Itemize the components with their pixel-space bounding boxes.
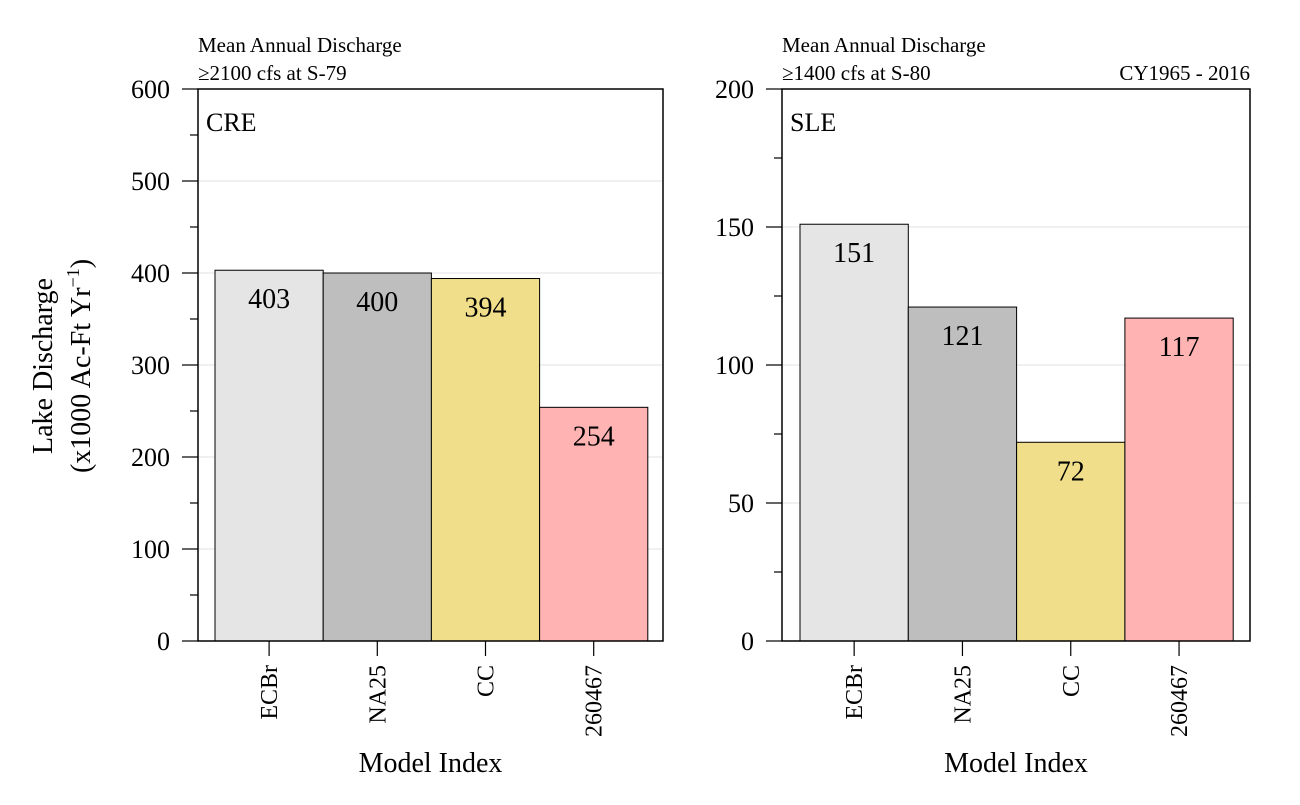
y-axis-title-line2: (x1000 Ac-Ft Yr−1)	[63, 259, 97, 473]
y-tick-label: 50	[728, 489, 754, 518]
y-tick-label: 200	[131, 443, 170, 472]
x-category-label: NA25	[365, 665, 391, 724]
bar-value-label: 394	[465, 293, 507, 324]
y-tick-label: 100	[715, 351, 754, 380]
panel-subtitle-line2: ≥1400 cfs at S-80	[782, 61, 931, 85]
bar-260467	[1124, 317, 1234, 642]
y-tick-label: 400	[131, 259, 170, 288]
bar-value-label: 72	[1057, 456, 1085, 487]
y-tick-label: 500	[131, 167, 170, 196]
x-category-label: 260467	[582, 665, 608, 737]
panel-subtitle-line1: Mean Annual Discharge	[782, 33, 986, 57]
y-tick-label: 300	[131, 351, 170, 380]
y-axis-title-line2-prefix: (x1000 Ac-Ft Yr	[66, 287, 97, 473]
bar-value-label: 117	[1159, 332, 1200, 363]
bar-260467	[539, 406, 649, 642]
panel-cre: Mean Annual Discharge ≥2100 cfs at S-79 40…	[131, 33, 664, 779]
bar-value-label: 254	[573, 421, 615, 452]
period-label: CY1965 - 2016	[1119, 61, 1250, 85]
y-axis-title-line2-sup: −1	[63, 268, 83, 287]
y-tick-label: 200	[715, 75, 754, 104]
x-category-label: CC	[1059, 665, 1085, 697]
y-tick-label: 100	[131, 535, 170, 564]
y-axis-title: Lake Discharge (x1000 Ac-Ft Yr−1)	[28, 259, 97, 473]
y-axis-title-line1: Lake Discharge	[28, 278, 59, 454]
y-axis-title-line2-suffix: )	[66, 259, 97, 268]
panel-subtitle-line2: ≥2100 cfs at S-79	[198, 61, 347, 85]
bar-value-label: 121	[941, 321, 983, 352]
x-axis-title: Model Index	[944, 748, 1088, 779]
x-category-label: CC	[474, 665, 500, 697]
y-tick-label: 0	[741, 627, 754, 656]
bar-ecbr	[214, 269, 324, 642]
bar-value-label: 151	[833, 238, 875, 269]
y-tick-label: 600	[131, 75, 170, 104]
panel-subtitle-line1: Mean Annual Discharge	[198, 33, 402, 57]
bar-na25	[907, 306, 1018, 642]
x-category-label: 260467	[1167, 665, 1193, 737]
x-axis-title: Model Index	[359, 748, 503, 779]
bar-cc	[1016, 441, 1126, 642]
bar-value-label: 403	[248, 284, 290, 315]
panel-label: CRE	[206, 108, 257, 137]
bar-value-label: 400	[356, 287, 398, 318]
panel-label: SLE	[790, 108, 836, 137]
bar-ecbr	[799, 223, 909, 642]
x-category-label: ECBr	[842, 665, 868, 720]
y-tick-label: 150	[715, 213, 754, 242]
bar-na25	[322, 272, 432, 642]
y-tick-label: 0	[157, 627, 170, 656]
x-category-label: ECBr	[257, 665, 283, 720]
panel-sle: Mean Annual Discharge ≥1400 cfs at S-80 15…	[715, 33, 1251, 779]
bar-cc	[430, 278, 541, 642]
x-category-label: NA25	[950, 665, 976, 724]
